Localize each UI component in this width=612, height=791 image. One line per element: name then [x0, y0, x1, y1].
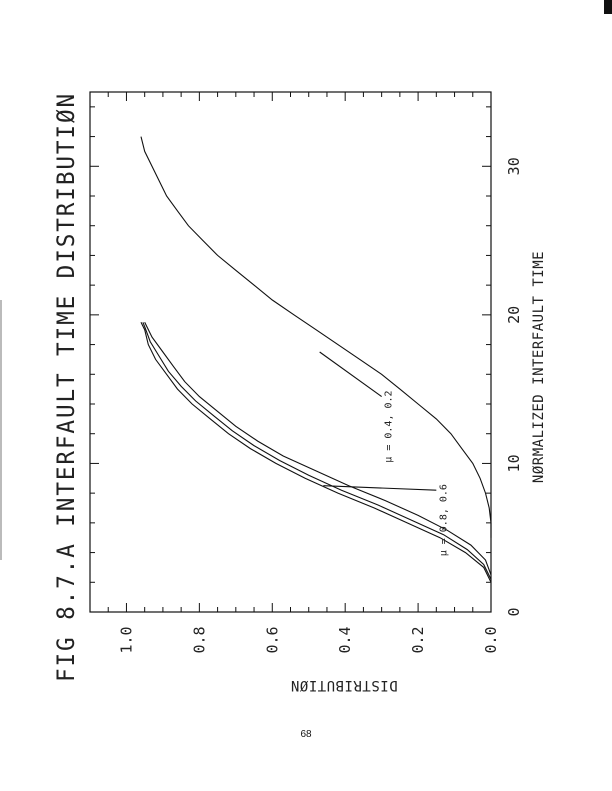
y-axis-label: DISTRIBUTIØN — [290, 677, 397, 693]
x-tick-label: 0 — [505, 607, 523, 616]
series-line — [140, 136, 492, 538]
y-tick-label: 0.8 — [190, 626, 208, 653]
x-tick-label: 30 — [505, 157, 523, 175]
annotation-label: μ = 0.8, 0.6 — [438, 484, 449, 556]
scan-corner-mark — [604, 0, 612, 14]
y-tick-label: 0.4 — [336, 626, 354, 653]
series-line — [142, 322, 492, 580]
y-tick-label: 0.0 — [482, 626, 500, 653]
y-tick-label: 0.2 — [409, 626, 427, 653]
series-line — [144, 322, 492, 576]
x-tick-label: 20 — [505, 306, 523, 324]
annotation-leader-line — [323, 485, 437, 491]
chart-title: FIG 8.7.A INTERFAULT TIME DISTRIBUTIØN — [52, 92, 80, 682]
series-line — [140, 322, 492, 583]
annotation-leader-line — [319, 351, 382, 398]
x-axis-label: NØRMALIZED INTERFAULT TIME — [531, 251, 547, 483]
scan-edge — [0, 300, 2, 560]
y-tick-label: 1.0 — [117, 626, 135, 653]
y-tick-label: 0.6 — [263, 626, 281, 653]
page-number: 68 — [300, 729, 312, 740]
x-tick-label: 10 — [505, 454, 523, 472]
annotation-label: μ = 0.4, 0.2 — [384, 390, 395, 462]
